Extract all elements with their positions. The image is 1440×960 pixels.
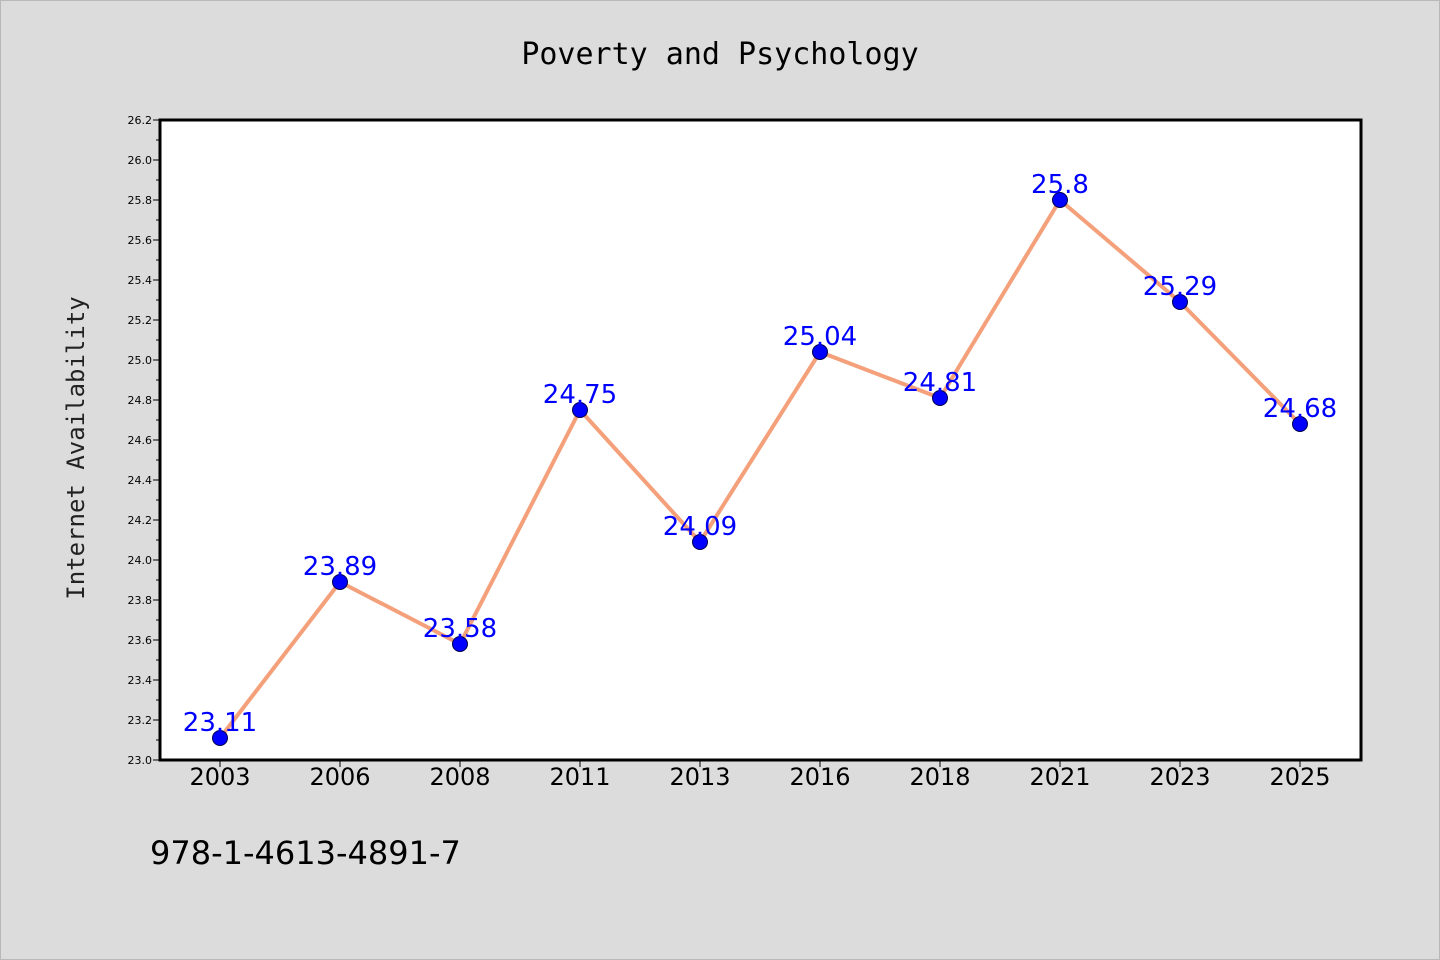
- x-tick-label: 2013: [669, 763, 730, 791]
- data-point: [1172, 294, 1188, 310]
- data-label: 24.75: [543, 380, 617, 410]
- y-tick-label: 23.2: [128, 714, 153, 727]
- x-tick-label: 2003: [189, 763, 250, 791]
- data-label: 23.58: [423, 614, 497, 644]
- data-point: [332, 574, 348, 590]
- data-point: [1292, 416, 1308, 432]
- data-point: [212, 730, 228, 746]
- data-labels: 23.11 23.89 23.58 24.75 24.09 25.04 24.81 25.8 2…: [183, 170, 1337, 738]
- data-point: [452, 636, 468, 652]
- isbn-text: 978-1-4613-4891-7: [150, 834, 461, 872]
- data-label: 23.89: [303, 552, 377, 582]
- data-label: 25.04: [783, 322, 857, 352]
- data-label: 23.11: [183, 708, 257, 738]
- series-line: [218, 198, 1302, 740]
- y-tick-label: 24.2: [128, 514, 153, 527]
- x-axis: 2003 2006 2008 2011 2013 2016 2018 2021 2023 2025: [189, 760, 1331, 791]
- y-tick-label: 24.6: [128, 434, 153, 447]
- y-tick-label: 24.8: [128, 394, 153, 407]
- plot-area: [158, 118, 1363, 762]
- chart-title: Poverty and Psychology: [521, 37, 918, 72]
- y-tick-label: 25.0: [128, 354, 153, 367]
- y-tick-label: 23.6: [128, 634, 153, 647]
- data-label: 24.09: [663, 512, 737, 542]
- x-tick-label: 2018: [909, 763, 970, 791]
- data-label: 24.81: [903, 368, 977, 398]
- x-tick-label: 2023: [1149, 763, 1210, 791]
- y-tick-label: 25.4: [128, 274, 153, 287]
- data-point: [812, 344, 828, 360]
- data-label: 25.29: [1143, 272, 1217, 302]
- y-tick-label: 25.2: [128, 314, 153, 327]
- y-tick-label: 24.4: [128, 474, 153, 487]
- y-tick-label: 25.8: [128, 194, 153, 207]
- y-tick-label: 23.0: [128, 754, 153, 767]
- y-tick-label: 26.2: [128, 114, 153, 127]
- data-label: 24.68: [1263, 394, 1337, 424]
- y-axis-label: Internet Availability: [62, 296, 90, 599]
- data-point: [1052, 192, 1068, 208]
- x-tick-label: 2006: [309, 763, 370, 791]
- y-tick-label: 24.0: [128, 554, 153, 567]
- y-tick-label: 26.0: [128, 154, 153, 167]
- data-point: [572, 402, 588, 418]
- y-axis: 23.0 23.2 23.4 23.6 23.8 24.0 24.2 24.4 24.6 24.8…: [128, 114, 160, 767]
- x-tick-label: 2008: [429, 763, 490, 791]
- x-tick-label: 2011: [549, 763, 610, 791]
- data-point: [692, 534, 708, 550]
- data-label: 25.8: [1031, 170, 1089, 200]
- x-tick-label: 2021: [1029, 763, 1090, 791]
- x-tick-label: 2016: [789, 763, 850, 791]
- y-tick-label: 23.8: [128, 594, 153, 607]
- y-tick-label: 25.6: [128, 234, 153, 247]
- series-layer: [212, 192, 1308, 746]
- y-tick-label: 23.4: [128, 674, 153, 687]
- data-point: [932, 390, 948, 406]
- x-tick-label: 2025: [1269, 763, 1330, 791]
